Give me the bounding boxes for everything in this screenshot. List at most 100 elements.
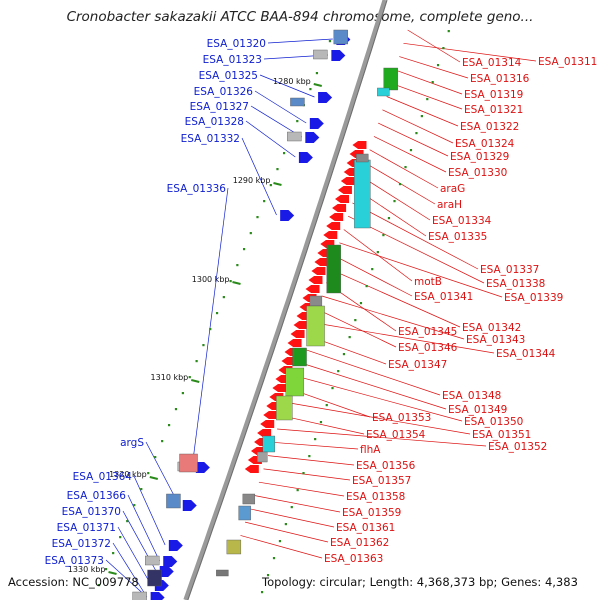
tick-dot [174, 408, 178, 411]
leader-line [272, 441, 359, 450]
left-gene-label: ESA_01336 [167, 183, 227, 195]
leader-line [343, 229, 413, 282]
tick-dot [426, 98, 429, 101]
gene-block [145, 555, 160, 566]
leader-line [394, 69, 463, 95]
tick-dot [140, 488, 143, 491]
reverse-gene-arrow [332, 204, 347, 212]
tick-dot [337, 370, 340, 373]
tick-dot [97, 584, 101, 587]
tick-dot [188, 376, 191, 379]
tick-mark [273, 182, 282, 186]
right-gene-label: ESA_01348 [442, 390, 501, 402]
tick-dot [404, 166, 407, 169]
leader-line [245, 521, 329, 543]
gene-block [166, 493, 181, 509]
tick-dot [382, 234, 385, 237]
tick-label: 1290 kbp [233, 176, 271, 185]
right-gene-labels: ESA_01314 ESA_01311 ESA_01316 ESA_01319 ESA_… [324, 56, 597, 565]
reverse-gene-arrow [257, 429, 272, 437]
tick-dot [269, 184, 272, 187]
left-gene-label: ESA_01325 [199, 70, 258, 82]
right-gene-label: ESA_01339 [504, 292, 563, 304]
forward-gene-arrow [168, 540, 183, 551]
reverse-gene-arrow [272, 384, 287, 392]
right-gene-label: ESA_01363 [324, 553, 383, 565]
right-gene-label: ESA_01359 [342, 507, 401, 519]
tick-dot [147, 472, 150, 475]
forward-gene-arrow [305, 132, 320, 143]
tick-dot [447, 30, 450, 33]
tick-dot [420, 115, 423, 118]
reverse-gene-arrow [329, 213, 344, 221]
right-gene-label: ESA_01354 [366, 429, 426, 441]
right-gene-label: flhA [360, 444, 381, 456]
tick-mark [191, 379, 200, 383]
gene-block [354, 159, 371, 229]
gene-block [257, 451, 268, 463]
leader-line [399, 56, 469, 79]
right-gene-label: ESA_01319 [464, 89, 523, 101]
gene-block [377, 87, 390, 97]
gene-block [179, 453, 198, 473]
reverse-gene-arrow [311, 267, 326, 275]
leader-line [112, 542, 148, 598]
gene-block [262, 435, 275, 453]
chromosome-line-shade [187, 0, 388, 600]
tick-dot [393, 200, 396, 203]
left-gene-label: ESA_01370 [62, 506, 121, 518]
tick-dot [290, 506, 293, 509]
leader-line [254, 495, 341, 513]
leader-line [304, 348, 441, 396]
leader-line [258, 481, 345, 497]
left-gene-label: ESA_01320 [207, 38, 266, 50]
tick-dot [276, 168, 279, 171]
gene-block [313, 49, 328, 60]
forward-gene-arrow [163, 556, 178, 567]
reverse-gene-arrow [352, 141, 367, 149]
leader-line [105, 559, 148, 598]
gene-block [216, 569, 229, 577]
tick-dot [209, 328, 212, 331]
tick-dot [112, 552, 115, 555]
leader-line [317, 308, 397, 348]
leader-line [321, 295, 465, 340]
reverse-gene-arrow [293, 321, 308, 329]
leader-line [312, 322, 495, 354]
right-gene-label: motB [414, 276, 442, 288]
tick-dot [308, 455, 311, 458]
tick-dot [195, 360, 198, 363]
left-gene-label: ESA_01366 [67, 490, 127, 502]
tick-dot [314, 438, 317, 441]
forward-gene-arrow [280, 210, 295, 221]
gene-block [132, 591, 147, 600]
tick-label: 1320 kbp [109, 470, 147, 479]
tick-dot [260, 591, 264, 594]
reverse-gene-arrow [244, 465, 259, 473]
leader-line [403, 42, 537, 62]
tick-dot [409, 149, 413, 152]
right-gene-label: ESA_01343 [466, 334, 525, 346]
tick-dot [242, 248, 246, 251]
forward-gene-arrow [318, 92, 333, 103]
right-gene-label: araH [437, 199, 462, 211]
leader-line [249, 508, 335, 528]
right-gene-label: ESA_01356 [356, 460, 416, 472]
tick-dot [154, 456, 157, 459]
right-gene-label: ESA_01329 [450, 151, 509, 163]
tick-mark [149, 476, 159, 480]
leader-line [277, 428, 487, 447]
leader-line [386, 96, 459, 127]
tick-dot [181, 392, 184, 395]
leader-line [254, 90, 307, 124]
label-leader-lines [105, 29, 537, 598]
reverse-gene-arrow [323, 231, 338, 239]
tick-dot [284, 523, 287, 526]
right-gene-label: ESA_01350 [464, 416, 523, 428]
tick-dot [278, 540, 282, 543]
tick-mark [232, 281, 241, 285]
forward-gene-arrow [331, 50, 346, 61]
left-gene-label: ESA_01326 [194, 86, 254, 98]
right-gene-label: ESA_01335 [428, 231, 487, 243]
leader-line [286, 402, 471, 435]
